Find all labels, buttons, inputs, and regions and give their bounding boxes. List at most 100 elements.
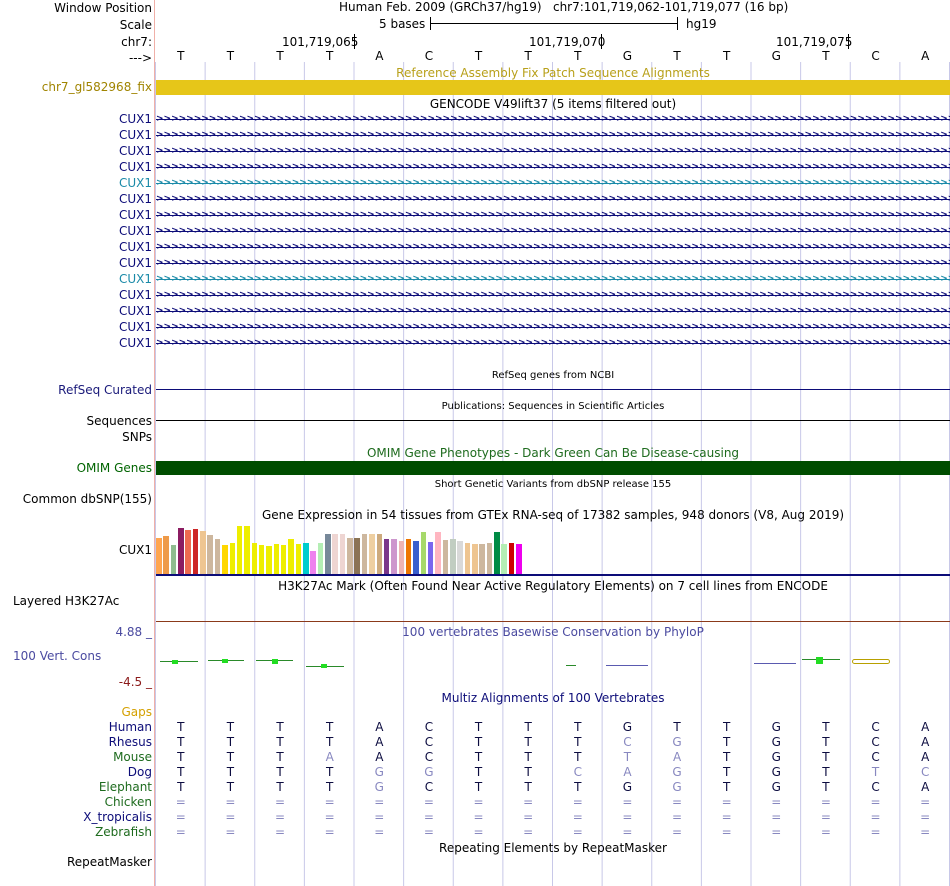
gencode-gene-feature[interactable]: >>>>>>>>>>>>>>>>>>>>>>>>>>>>>>>>>>>>>>>>… (156, 227, 950, 235)
gencode-gene-label[interactable]: CUX1 (118, 192, 152, 206)
multiz-species-label[interactable]: Human (108, 720, 152, 734)
gencode-gene-feature[interactable]: >>>>>>>>>>>>>>>>>>>>>>>>>>>>>>>>>>>>>>>>… (156, 147, 950, 155)
gtex-tissue-bar[interactable] (383, 539, 390, 574)
gtex-chart[interactable] (156, 524, 536, 574)
gtex-tissue-bar[interactable] (457, 541, 463, 574)
gtex-tissue-bar[interactable] (413, 541, 419, 574)
gtex-tissue-bar[interactable] (354, 538, 360, 574)
multiz-species-label[interactable]: Rhesus (108, 735, 152, 749)
gtex-tissue-bar[interactable] (170, 545, 177, 574)
multiz-species-label[interactable]: Zebrafish (95, 825, 152, 839)
gtex-tissue-bar[interactable] (508, 543, 515, 574)
multiz-species-label[interactable]: Mouse (113, 750, 152, 764)
repeatmasker-label[interactable]: RepeatMasker (66, 855, 152, 869)
gtex-tissue-bar[interactable] (501, 544, 507, 574)
gencode-gene-label[interactable]: CUX1 (118, 112, 152, 126)
sequences-label[interactable]: Sequences (86, 414, 152, 428)
gencode-gene-feature[interactable]: >>>>>>>>>>>>>>>>>>>>>>>>>>>>>>>>>>>>>>>>… (156, 195, 950, 203)
gencode-gene-label[interactable]: CUX1 (118, 208, 152, 222)
gencode-gene-label[interactable]: CUX1 (118, 272, 152, 286)
gtex-tissue-bar[interactable] (200, 531, 206, 574)
gencode-gene-label[interactable]: CUX1 (118, 288, 152, 302)
gtex-tissue-bar[interactable] (310, 551, 316, 574)
gtex-tissue-bar[interactable] (280, 545, 287, 574)
fix-patch-label[interactable]: chr7_gl582968_fix (41, 80, 152, 94)
gtex-tissue-bar[interactable] (185, 530, 191, 574)
gtex-tissue-bar[interactable] (222, 545, 228, 574)
phylop-plot[interactable] (156, 650, 950, 675)
gencode-gene-label[interactable]: CUX1 (118, 144, 152, 158)
gtex-tissue-bar[interactable] (229, 543, 235, 574)
gtex-tissue-bar[interactable] (427, 542, 434, 574)
h3k27ac-label[interactable]: Layered H3K27Ac (13, 594, 120, 608)
gencode-gene-label[interactable]: CUX1 (118, 240, 152, 254)
gtex-tissue-bar[interactable] (369, 534, 375, 574)
gtex-tissue-bar[interactable] (391, 539, 397, 574)
gencode-gene-label[interactable]: CUX1 (118, 336, 152, 350)
gtex-tissue-bar[interactable] (325, 534, 331, 574)
gencode-gene-feature[interactable]: >>>>>>>>>>>>>>>>>>>>>>>>>>>>>>>>>>>>>>>>… (156, 291, 950, 299)
phylop-label[interactable]: 100 Vert. Cons (13, 649, 102, 663)
gencode-gene-label[interactable]: CUX1 (118, 176, 152, 190)
gtex-tissue-bar[interactable] (295, 544, 302, 574)
gencode-gene-feature[interactable]: >>>>>>>>>>>>>>>>>>>>>>>>>>>>>>>>>>>>>>>>… (156, 339, 950, 347)
gencode-gene-label[interactable]: CUX1 (118, 160, 152, 174)
gtex-tissue-bar[interactable] (479, 544, 485, 574)
gencode-gene-feature[interactable]: >>>>>>>>>>>>>>>>>>>>>>>>>>>>>>>>>>>>>>>>… (156, 259, 950, 267)
gtex-tissue-bar[interactable] (376, 534, 382, 574)
gaps-label[interactable]: Gaps (121, 705, 152, 719)
omim-bar[interactable] (156, 461, 950, 475)
gtex-tissue-bar[interactable] (178, 528, 184, 574)
sequences-line[interactable] (156, 420, 950, 421)
gtex-tissue-bar[interactable] (156, 538, 162, 574)
gtex-tissue-bar[interactable] (361, 534, 368, 574)
gencode-gene-feature[interactable]: >>>>>>>>>>>>>>>>>>>>>>>>>>>>>>>>>>>>>>>>… (156, 163, 950, 171)
gtex-tissue-bar[interactable] (303, 543, 309, 574)
gtex-tissue-bar[interactable] (258, 545, 265, 574)
gtex-gene-label[interactable]: CUX1 (118, 543, 152, 557)
gencode-gene-feature[interactable]: >>>>>>>>>>>>>>>>>>>>>>>>>>>>>>>>>>>>>>>>… (156, 179, 950, 187)
multiz-species-label[interactable]: X_tropicalis (83, 810, 152, 824)
gtex-tissue-bar[interactable] (273, 544, 280, 574)
gencode-gene-feature[interactable]: >>>>>>>>>>>>>>>>>>>>>>>>>>>>>>>>>>>>>>>>… (156, 115, 950, 123)
gencode-gene-feature[interactable]: >>>>>>>>>>>>>>>>>>>>>>>>>>>>>>>>>>>>>>>>… (156, 323, 950, 331)
multiz-species-label[interactable]: Elephant (98, 780, 152, 794)
gtex-tissue-bar[interactable] (420, 532, 427, 574)
gencode-gene-feature[interactable]: >>>>>>>>>>>>>>>>>>>>>>>>>>>>>>>>>>>>>>>>… (156, 307, 950, 315)
gtex-tissue-bar[interactable] (450, 539, 456, 574)
gtex-tissue-bar[interactable] (464, 543, 471, 574)
gtex-tissue-bar[interactable] (435, 532, 441, 574)
gtex-tissue-bar[interactable] (486, 543, 493, 574)
refseq-label[interactable]: RefSeq Curated (58, 383, 152, 397)
gencode-gene-label[interactable]: CUX1 (118, 224, 152, 238)
gtex-tissue-bar[interactable] (494, 532, 500, 574)
gtex-tissue-bar[interactable] (207, 535, 213, 574)
gencode-gene-label[interactable]: CUX1 (118, 320, 152, 334)
gtex-tissue-bar[interactable] (244, 526, 250, 574)
gtex-tissue-bar[interactable] (192, 529, 199, 574)
gtex-tissue-bar[interactable] (472, 544, 478, 574)
snps-label[interactable]: SNPs (122, 430, 152, 444)
gtex-tissue-bar[interactable] (442, 540, 449, 574)
omim-label[interactable]: OMIM Genes (76, 461, 152, 475)
gtex-tissue-bar[interactable] (339, 534, 346, 574)
gtex-tissue-bar[interactable] (251, 543, 258, 574)
gtex-tissue-bar[interactable] (405, 539, 412, 574)
gtex-tissue-bar[interactable] (236, 526, 243, 574)
gtex-tissue-bar[interactable] (516, 544, 522, 574)
gencode-gene-feature[interactable]: >>>>>>>>>>>>>>>>>>>>>>>>>>>>>>>>>>>>>>>>… (156, 275, 950, 283)
gtex-tissue-bar[interactable] (163, 536, 169, 574)
dbsnp-label[interactable]: Common dbSNP(155) (22, 492, 152, 506)
multiz-species-label[interactable]: Chicken (104, 795, 152, 809)
gencode-gene-feature[interactable]: >>>>>>>>>>>>>>>>>>>>>>>>>>>>>>>>>>>>>>>>… (156, 131, 950, 139)
gencode-gene-feature[interactable]: >>>>>>>>>>>>>>>>>>>>>>>>>>>>>>>>>>>>>>>>… (156, 243, 950, 251)
gtex-tissue-bar[interactable] (347, 538, 353, 574)
multiz-species-label[interactable]: Dog (127, 765, 152, 779)
gtex-tissue-bar[interactable] (214, 539, 221, 574)
gtex-tissue-bar[interactable] (266, 546, 272, 574)
gtex-tissue-bar[interactable] (398, 541, 405, 574)
gencode-gene-feature[interactable]: >>>>>>>>>>>>>>>>>>>>>>>>>>>>>>>>>>>>>>>>… (156, 211, 950, 219)
gtex-tissue-bar[interactable] (317, 543, 324, 574)
gencode-gene-label[interactable]: CUX1 (118, 256, 152, 270)
gtex-tissue-bar[interactable] (332, 534, 338, 574)
